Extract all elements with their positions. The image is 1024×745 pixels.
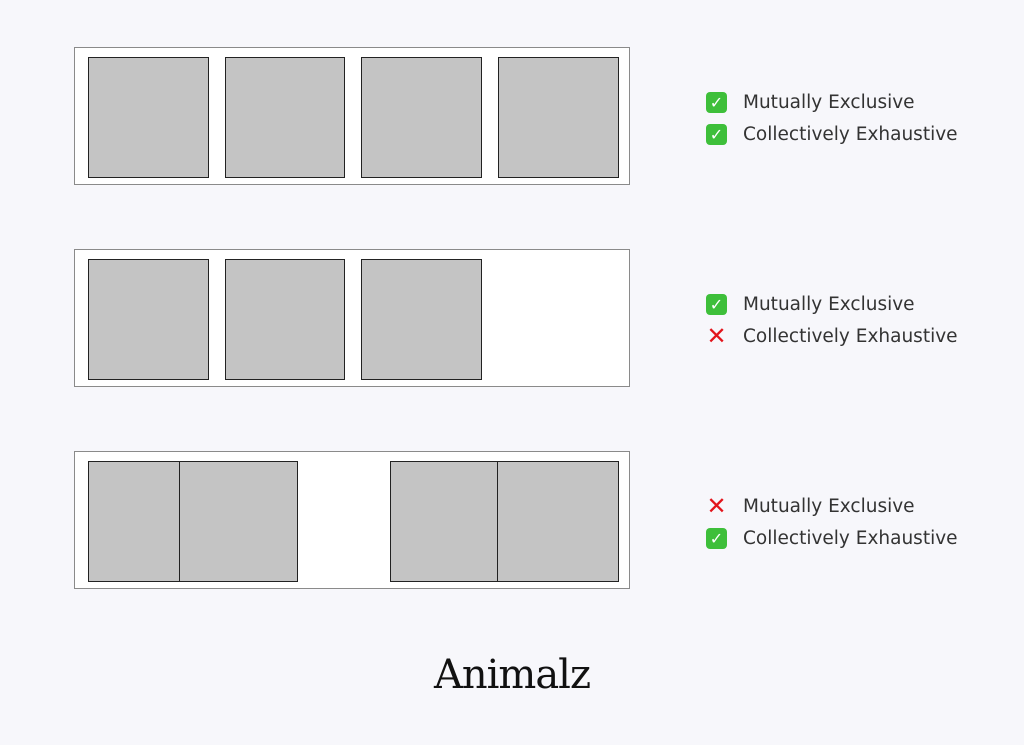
- criterion-collectively-exhaustive: ✓ Collectively Exhaustive: [706, 524, 958, 552]
- row-1-frame: [74, 47, 630, 185]
- overlapping-block: [390, 461, 619, 582]
- check-icon: ✓: [706, 293, 727, 315]
- criterion-collectively-exhaustive: ✕ Collectively Exhaustive: [706, 322, 958, 350]
- animalz-logo: Animalz: [433, 652, 591, 698]
- block: [88, 57, 209, 178]
- cross-icon: ✕: [706, 322, 727, 350]
- check-icon: ✓: [706, 527, 727, 549]
- block: [498, 57, 619, 178]
- check-icon: ✓: [706, 123, 727, 145]
- block: [361, 57, 482, 178]
- block: [88, 259, 209, 380]
- overlap-line: [497, 462, 498, 581]
- criterion-collectively-exhaustive: ✓ Collectively Exhaustive: [706, 120, 958, 148]
- row-3-frame: [74, 451, 630, 589]
- criterion-label: Collectively Exhaustive: [743, 123, 958, 145]
- block: [225, 259, 345, 380]
- row-2-frame: [74, 249, 630, 387]
- overlap-line: [179, 462, 180, 581]
- criterion-mutually-exclusive: ✕ Mutually Exclusive: [706, 492, 915, 520]
- block: [225, 57, 345, 178]
- criterion-mutually-exclusive: ✓ Mutually Exclusive: [706, 290, 915, 318]
- check-icon: ✓: [706, 91, 727, 113]
- criterion-label: Mutually Exclusive: [743, 91, 915, 113]
- criterion-label: Collectively Exhaustive: [743, 325, 958, 347]
- block: [361, 259, 482, 380]
- cross-icon: ✕: [706, 492, 727, 520]
- criterion-label: Mutually Exclusive: [743, 293, 915, 315]
- criterion-label: Mutually Exclusive: [743, 495, 915, 517]
- criterion-mutually-exclusive: ✓ Mutually Exclusive: [706, 88, 915, 116]
- overlapping-block: [88, 461, 298, 582]
- criterion-label: Collectively Exhaustive: [743, 527, 958, 549]
